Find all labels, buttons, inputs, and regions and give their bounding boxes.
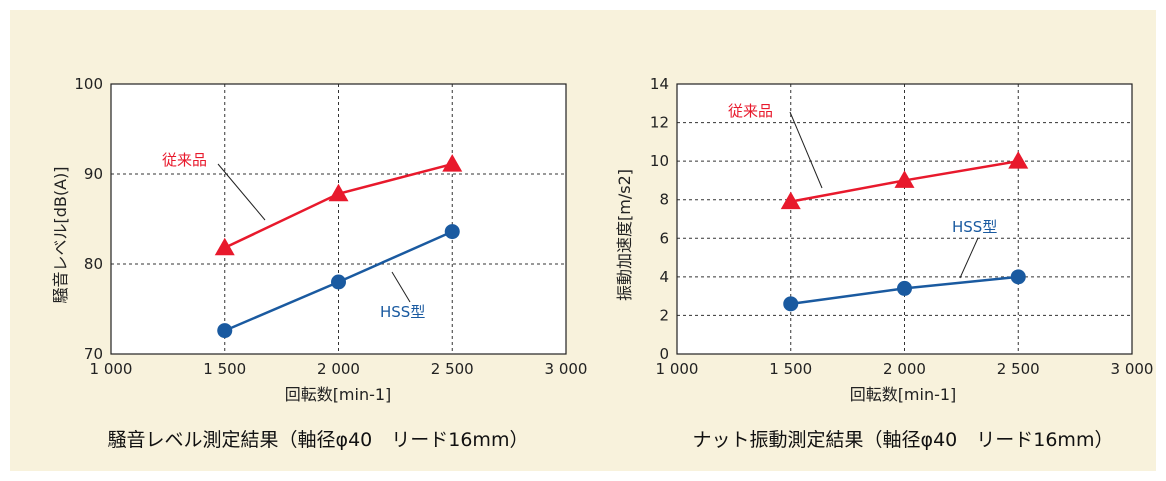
y-tick-label: 0 <box>659 345 669 363</box>
y-tick-label: 70 <box>84 345 103 363</box>
noise-level-chart: 1 000 1 500 2 000 2 500 3 000 70 80 90 100 騒音レベ… <box>51 75 587 451</box>
y-tick-label: 6 <box>659 229 669 247</box>
data-point-circle <box>1010 269 1026 285</box>
y-axis-label: 騒音レベル[dB(A)] <box>51 166 70 303</box>
data-point-triangle <box>894 170 915 188</box>
plot-frame <box>110 83 567 355</box>
y-axis-label: 振動加速度[m/s2] <box>615 169 634 301</box>
y-tick-label: 14 <box>650 75 669 93</box>
series-label-hss: HSS型 <box>380 303 425 321</box>
x-axis-label: 回転数[min-1] <box>850 385 957 404</box>
y-tick-label: 90 <box>84 165 103 183</box>
data-point-triangle <box>328 183 349 202</box>
data-point-circle <box>331 274 346 290</box>
y-tick-label: 8 <box>659 191 669 209</box>
y-tick-label: 100 <box>74 75 103 93</box>
data-point-triangle <box>214 237 235 256</box>
series-label-hss: HSS型 <box>952 218 997 236</box>
data-point-circle <box>444 224 460 240</box>
y-tick-label: 2 <box>659 306 669 324</box>
series-label-hss-leader <box>391 271 411 303</box>
plot-frame <box>676 83 1133 355</box>
x-tick-label: 2 500 <box>431 360 474 378</box>
data-point-circle <box>897 280 912 296</box>
series-label-conventional-leader <box>789 111 823 189</box>
chart-caption: 騒音レベル測定結果（軸径φ40 リード16mm） <box>108 429 529 451</box>
data-point-triangle <box>780 191 801 210</box>
x-tick-label: 1 000 <box>656 360 699 378</box>
chart-caption: ナット振動測定結果（軸径φ40 リード16mm） <box>693 429 1114 451</box>
x-tick-label: 1 500 <box>203 360 246 378</box>
x-tick-label: 2 000 <box>317 360 360 378</box>
x-tick-label: 3 000 <box>1111 360 1154 378</box>
series-label-hss-leader <box>959 237 979 279</box>
x-tick-label: 1 000 <box>90 360 133 378</box>
data-point-triangle <box>1008 151 1029 169</box>
x-tick-label: 1 500 <box>769 360 812 378</box>
x-tick-label: 3 000 <box>545 360 588 378</box>
x-tick-label: 2 500 <box>997 360 1040 378</box>
x-axis-label: 回転数[min-1] <box>285 385 392 404</box>
series-label-conventional: 従来品 <box>728 102 773 120</box>
y-tick-label: 4 <box>659 268 669 286</box>
series-label-conventional-leader <box>217 163 266 221</box>
y-tick-label: 12 <box>650 114 669 132</box>
data-point-circle <box>783 296 799 312</box>
series-label-conventional: 従来品 <box>162 151 207 169</box>
x-tick-label: 2 000 <box>883 360 926 378</box>
data-point-triangle <box>442 154 463 172</box>
y-tick-label: 10 <box>650 152 669 170</box>
data-point-circle <box>217 323 233 339</box>
y-tick-label: 80 <box>84 255 103 273</box>
nut-vibration-chart: 1 000 1 500 2 000 2 500 3 000 0 2 4 6 8 10 12 14 振動… <box>615 75 1153 451</box>
